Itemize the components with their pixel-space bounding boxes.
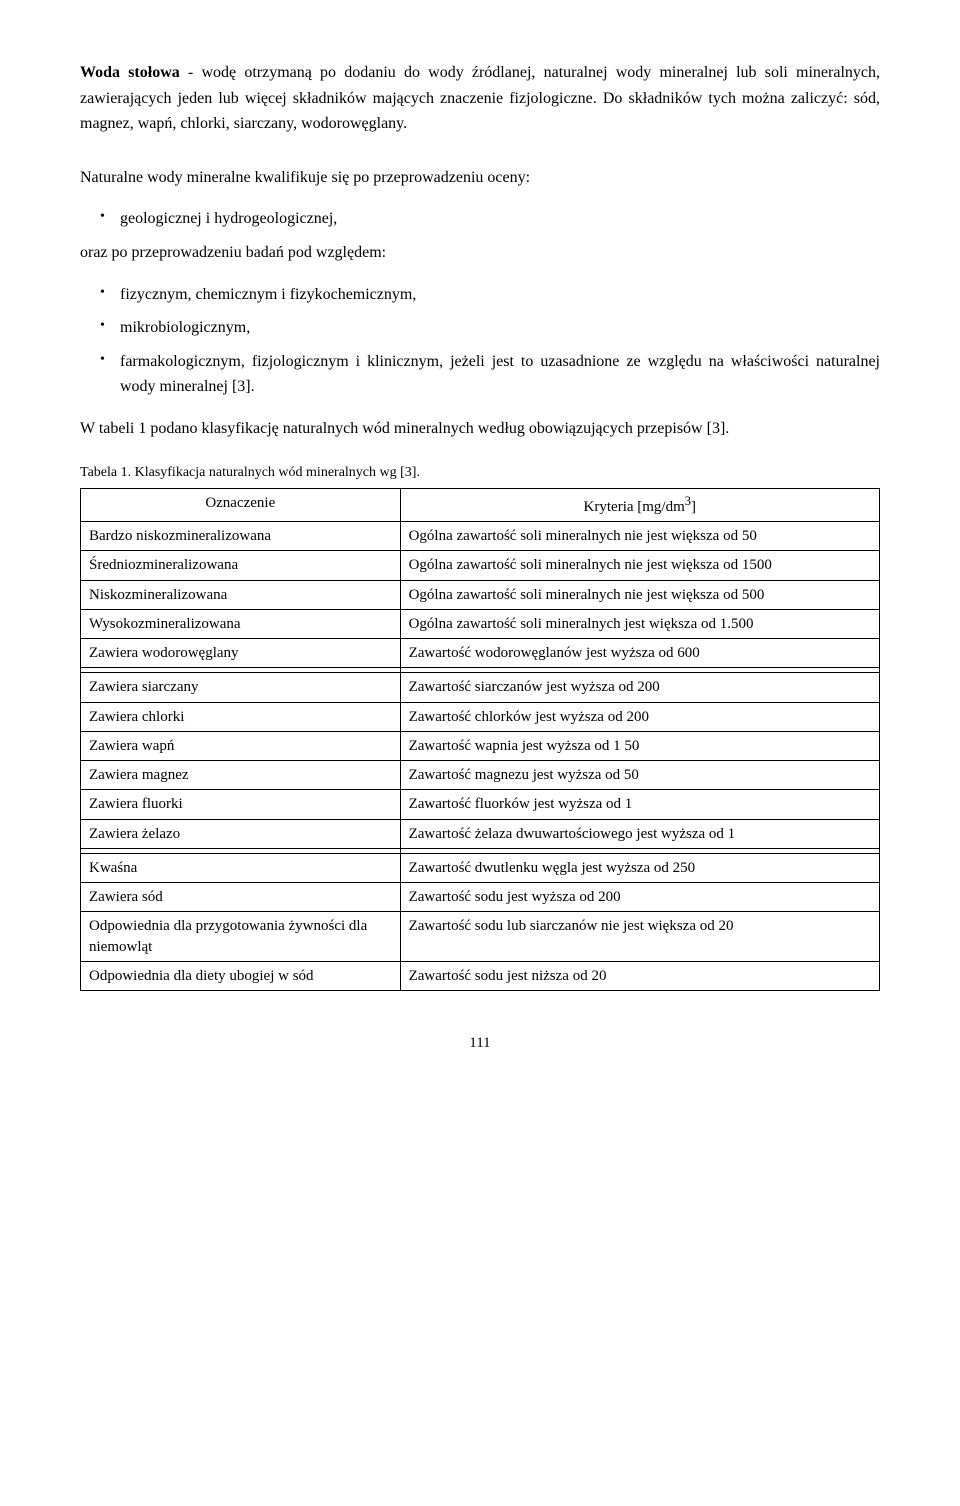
bold-term: Woda stołowa xyxy=(80,64,180,81)
list-item: geologicznej i hydrogeologicznej, xyxy=(120,206,880,232)
para-3: oraz po przeprowadzeniu badań pod względ… xyxy=(80,240,880,266)
cell: Bardzo niskozmineralizowana xyxy=(81,522,401,551)
table-row: Zawiera fluorkiZawartość fluorków jest w… xyxy=(81,790,880,819)
cell: Ogólna zawartość soli mineralnych jest w… xyxy=(400,609,879,638)
cell: Zawiera magnez xyxy=(81,761,401,790)
cell: Średniozmineralizowana xyxy=(81,551,401,580)
table-row: Zawiera magnezZawartość magnezu jest wyż… xyxy=(81,761,880,790)
para-2: Naturalne wody mineralne kwalifikuje się… xyxy=(80,165,880,191)
col-header-1: Oznaczenie xyxy=(81,488,401,521)
cell: Zawiera chlorki xyxy=(81,702,401,731)
table-row: Zawiera sódZawartość sodu jest wyższa od… xyxy=(81,883,880,912)
table-row: ŚredniozmineralizowanaOgólna zawartość s… xyxy=(81,551,880,580)
table-row: NiskozmineralizowanaOgólna zawartość sol… xyxy=(81,580,880,609)
cell: Kwaśna xyxy=(81,853,401,882)
cell: Zawiera fluorki xyxy=(81,790,401,819)
cell: Ogólna zawartość soli mineralnych nie je… xyxy=(400,551,879,580)
list-item: mikrobiologicznym, xyxy=(120,315,880,341)
table-row: Odpowiednia dla przygotowania żywności d… xyxy=(81,912,880,962)
cell: Zawartość dwutlenku węgla jest wyższa od… xyxy=(400,853,879,882)
table-row: Zawiera żelazoZawartość żelaza dwuwartoś… xyxy=(81,819,880,848)
table-row: KwaśnaZawartość dwutlenku węgla jest wyż… xyxy=(81,853,880,882)
col-header-2: Kryteria [mg/dm3] xyxy=(400,488,879,521)
page-number: 111 xyxy=(80,1031,880,1055)
table-row: Zawiera siarczanyZawartość siarczanów je… xyxy=(81,673,880,702)
cell: Zawartość żelaza dwuwartościowego jest w… xyxy=(400,819,879,848)
cell: Zawartość magnezu jest wyższa od 50 xyxy=(400,761,879,790)
list-1: geologicznej i hydrogeologicznej, xyxy=(80,206,880,232)
cell: Zawartość siarczanów jest wyższa od 200 xyxy=(400,673,879,702)
cell: Zawartość fluorków jest wyższa od 1 xyxy=(400,790,879,819)
cell: Zawartość sodu lub siarczanów nie jest w… xyxy=(400,912,879,962)
table-caption: Tabela 1. Klasyfikacja naturalnych wód m… xyxy=(80,462,880,484)
cell: Zawiera siarczany xyxy=(81,673,401,702)
list-item: fizycznym, chemicznym i fizykochemicznym… xyxy=(120,282,880,308)
table-row: Zawiera wodorowęglanyZawartość wodorowęg… xyxy=(81,639,880,668)
cell: Zawartość sodu jest niższa od 20 xyxy=(400,961,879,990)
col-header-2b: ] xyxy=(691,499,696,515)
list-item: farmakologicznym, fizjologicznym i klini… xyxy=(120,349,880,400)
cell: Ogólna zawartość soli mineralnych nie je… xyxy=(400,580,879,609)
table-row: Zawiera chlorkiZawartość chlorków jest w… xyxy=(81,702,880,731)
cell: Zawiera wapń xyxy=(81,731,401,760)
cell: Wysokozmineralizowana xyxy=(81,609,401,638)
cell: Zawartość wodorowęglanów jest wyższa od … xyxy=(400,639,879,668)
para-1: Woda stołowa - wodę otrzymaną po dodaniu… xyxy=(80,60,880,137)
list-2: fizycznym, chemicznym i fizykochemicznym… xyxy=(80,282,880,400)
table-row: WysokozmineralizowanaOgólna zawartość so… xyxy=(81,609,880,638)
para-1-rest: - wodę otrzymaną po dodaniu do wody źród… xyxy=(80,64,880,132)
table-header-row: Oznaczenie Kryteria [mg/dm3] xyxy=(81,488,880,521)
cell: Zawartość chlorków jest wyższa od 200 xyxy=(400,702,879,731)
col-header-2a: Kryteria [mg/dm xyxy=(584,499,685,515)
cell: Zawartość wapnia jest wyższa od 1 50 xyxy=(400,731,879,760)
cell: Ogólna zawartość soli mineralnych nie je… xyxy=(400,522,879,551)
cell: Zawiera wodorowęglany xyxy=(81,639,401,668)
table-row: Zawiera wapńZawartość wapnia jest wyższa… xyxy=(81,731,880,760)
cell: Zawartość sodu jest wyższa od 200 xyxy=(400,883,879,912)
cell: Odpowiednia dla przygotowania żywności d… xyxy=(81,912,401,962)
para-4: W tabeli 1 podano klasyfikację naturalny… xyxy=(80,416,880,442)
cell: Zawiera sód xyxy=(81,883,401,912)
cell: Zawiera żelazo xyxy=(81,819,401,848)
table-row: Bardzo niskozmineralizowanaOgólna zawart… xyxy=(81,522,880,551)
cell: Niskozmineralizowana xyxy=(81,580,401,609)
classification-table: Oznaczenie Kryteria [mg/dm3] Bardzo nisk… xyxy=(80,488,880,991)
cell: Odpowiednia dla diety ubogiej w sód xyxy=(81,961,401,990)
table-row: Odpowiednia dla diety ubogiej w sódZawar… xyxy=(81,961,880,990)
